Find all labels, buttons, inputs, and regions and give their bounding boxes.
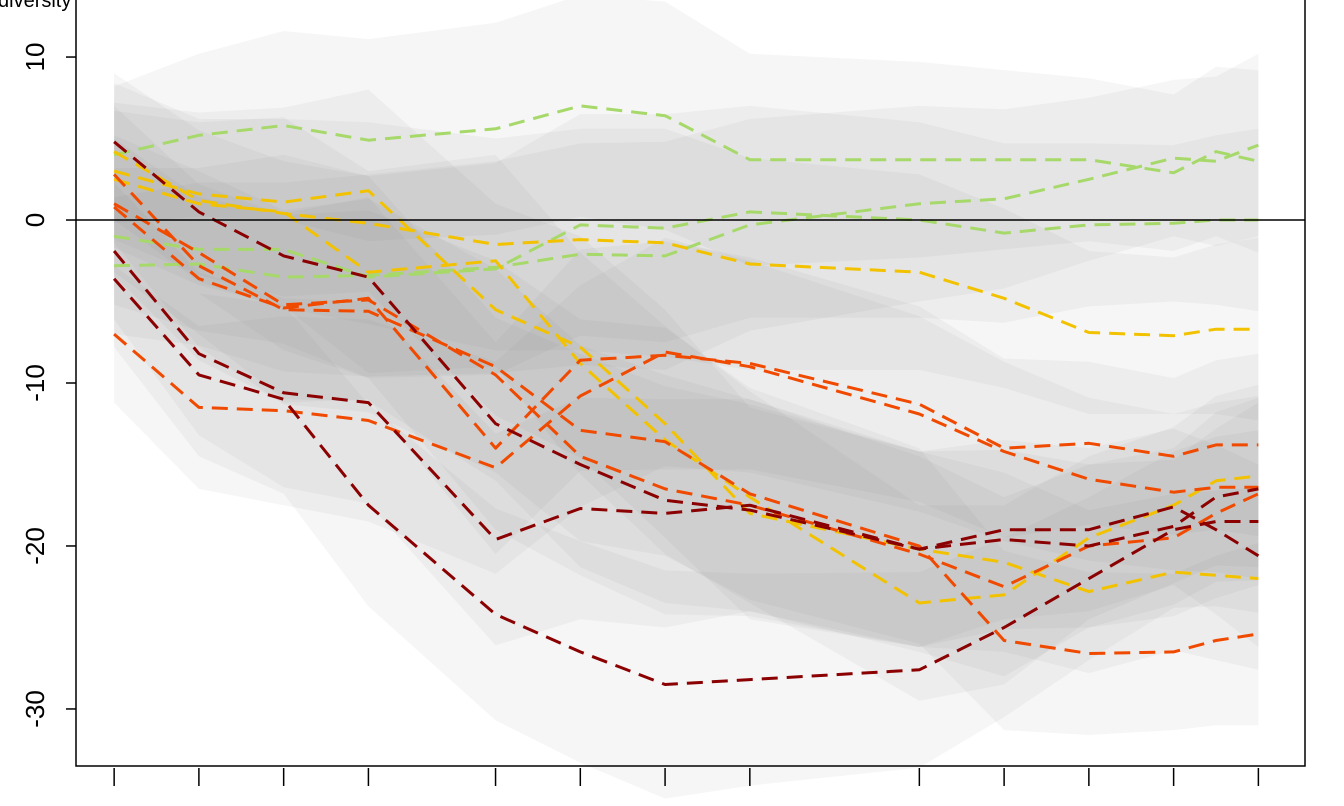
y-tick-label: -30 bbox=[20, 690, 50, 728]
series-line bbox=[113, 205, 1259, 458]
confidence-band bbox=[114, 105, 1259, 379]
confidence-bands bbox=[114, 0, 1259, 799]
confidence-band bbox=[114, 237, 1259, 579]
confidence-band bbox=[114, 210, 1259, 799]
corner-axis-label: diversity bbox=[0, 0, 72, 12]
confidence-band bbox=[114, 110, 1259, 701]
series-line bbox=[112, 250, 1259, 551]
series-line bbox=[113, 332, 1259, 494]
series-line bbox=[113, 104, 1259, 175]
confidence-band bbox=[114, 182, 1259, 647]
y-tick-label: 0 bbox=[20, 213, 50, 227]
x-axis bbox=[113, 768, 1260, 786]
confidence-band bbox=[114, 83, 1259, 421]
y-tick-label: -10 bbox=[20, 364, 50, 402]
series-line bbox=[113, 140, 1260, 558]
confidence-band bbox=[114, 73, 1259, 648]
series-line bbox=[112, 277, 1259, 686]
confidence-band bbox=[114, 89, 1259, 674]
confidence-band bbox=[114, 53, 1259, 377]
series-line bbox=[114, 143, 1259, 279]
y-tick-label: 10 bbox=[20, 43, 50, 72]
confidence-band bbox=[114, 105, 1259, 735]
confidence-band bbox=[114, 138, 1259, 555]
y-axis: -30 -20 -10 0 10 bbox=[20, 43, 76, 728]
series-line bbox=[113, 173, 1259, 655]
series-line bbox=[113, 150, 1259, 338]
confidence-band bbox=[114, 0, 1259, 266]
y-tick-label: -20 bbox=[20, 527, 50, 565]
series-lines bbox=[112, 104, 1260, 686]
